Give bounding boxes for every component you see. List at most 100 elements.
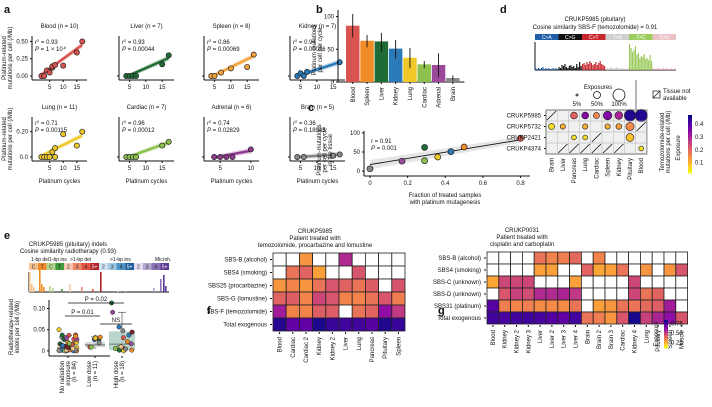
colorbar-segment (688, 151, 692, 155)
heatmap-cell (325, 291, 340, 306)
heatmap-cell (651, 275, 665, 289)
column-label: Cardiac 2 (304, 336, 310, 362)
spectrum-bar (537, 68, 540, 70)
heatmap-cell (338, 317, 353, 332)
na-slash (557, 143, 568, 154)
indel-class (72, 263, 82, 270)
fit-band (370, 136, 521, 170)
subplot-liver: Liver (n = 7) 5 10 15 r2 = 0.93P = 0.00044 (117, 24, 174, 91)
exposure-dot (625, 133, 635, 142)
heatmap-cell (581, 263, 594, 277)
indel-class (55, 263, 64, 270)
x-tick-label: 5 (128, 85, 132, 91)
y-tick-label: 0 (331, 80, 335, 86)
spectrum-bar (631, 52, 634, 70)
heatmap-cell (378, 304, 393, 319)
data-point (112, 346, 118, 351)
spectrum-bar (583, 63, 585, 70)
class-C>A (535, 34, 559, 40)
x-tick-label: 10 (60, 85, 67, 91)
x-axis-label: Fraction of treated samples (409, 193, 482, 199)
data-point (79, 128, 86, 135)
x-axis-label: Platinum cycles (39, 179, 81, 185)
data-point (217, 154, 224, 160)
x-tick-label: 0.4 (441, 181, 450, 187)
comparison-label: P = 0.02 (85, 297, 108, 303)
colorbar-segment (688, 145, 692, 149)
row-label: CRUKP5985 (507, 114, 542, 120)
spectrum-bar (545, 68, 547, 70)
heatmap-cell (533, 287, 547, 301)
heatmap-cell (325, 304, 340, 319)
r2-annotation: r2 = 0.96 (122, 119, 145, 127)
colorbar-segment (688, 155, 692, 159)
spectrum-bar (551, 69, 553, 70)
exposure-dot (593, 112, 600, 119)
heatmap-cell (557, 299, 570, 313)
y-axis-label: per cell per cycle (323, 127, 329, 173)
heatmap-subtitle: Patient treated with (289, 236, 340, 242)
heatmap-cell (312, 304, 327, 319)
heatmap-cell (651, 263, 665, 277)
heatmap-cell (298, 265, 313, 280)
x-tick-label: 0.6 (479, 181, 488, 187)
heatmap-cell (285, 304, 300, 319)
heatmap-cell (272, 278, 287, 293)
data-point (133, 154, 140, 160)
p-annotation: P = 0.001 (371, 146, 398, 152)
colorbar-segment (688, 142, 692, 145)
indel-group-label: 1-bp ins (49, 257, 67, 263)
spectrum-bar (604, 66, 606, 70)
column-label: Lung (644, 330, 650, 343)
colorbar-segment (688, 130, 692, 133)
colorbar-segment (688, 171, 692, 174)
data-point (447, 148, 455, 155)
spectrum-bar (662, 68, 664, 70)
colorbar-segment (688, 165, 692, 168)
spectrum-bar (636, 55, 638, 70)
colorbar-segment (664, 329, 668, 332)
heatmap-cell (486, 299, 500, 313)
heatmap-cell (391, 291, 406, 306)
spectrum-bar (49, 286, 51, 292)
data-point (330, 152, 337, 159)
heatmap-cell (651, 299, 665, 313)
indel-class (64, 263, 73, 270)
column-label: Pancreas (370, 337, 376, 362)
heatmap-cell (298, 291, 313, 306)
indel-class (151, 263, 161, 270)
data-point (218, 69, 225, 76)
colorbar-segment (688, 167, 692, 170)
exposure-dot (581, 111, 589, 120)
heatmap-cell (486, 275, 500, 289)
data-point (159, 61, 166, 68)
spectrum-bar (586, 62, 588, 70)
heatmap-cell (640, 263, 653, 277)
heatmap-cell (581, 287, 594, 301)
x-tick-label: (n = 18) (120, 361, 126, 382)
heatmap-cell (272, 304, 287, 319)
data-point (128, 341, 134, 347)
colorbar-segment (664, 345, 668, 348)
heatmap-cell (592, 275, 606, 289)
heatmap-cell (545, 287, 559, 301)
spectrum-bar (665, 68, 667, 70)
spectrum-bar (81, 287, 83, 292)
spectrum-bar (627, 68, 629, 70)
na-legend-slash (652, 90, 661, 99)
colorbar-tick: 0.4 (695, 122, 704, 128)
colorbar-segment (688, 149, 692, 153)
data-point (434, 153, 442, 161)
column-label: Kidney (317, 337, 323, 355)
heatmap-cell (533, 251, 547, 265)
x-tick-label: 10 (248, 166, 255, 172)
indel-class-label: 4 (119, 265, 122, 271)
heatmap-cell (351, 291, 366, 306)
x-tick-label: Cardiac (422, 87, 428, 108)
y-tick-label: 0.20 (16, 130, 28, 136)
r2-annotation: r2 = 0.71 (35, 119, 58, 127)
heatmap-cell (569, 287, 582, 301)
heatmap-cell (628, 311, 641, 325)
